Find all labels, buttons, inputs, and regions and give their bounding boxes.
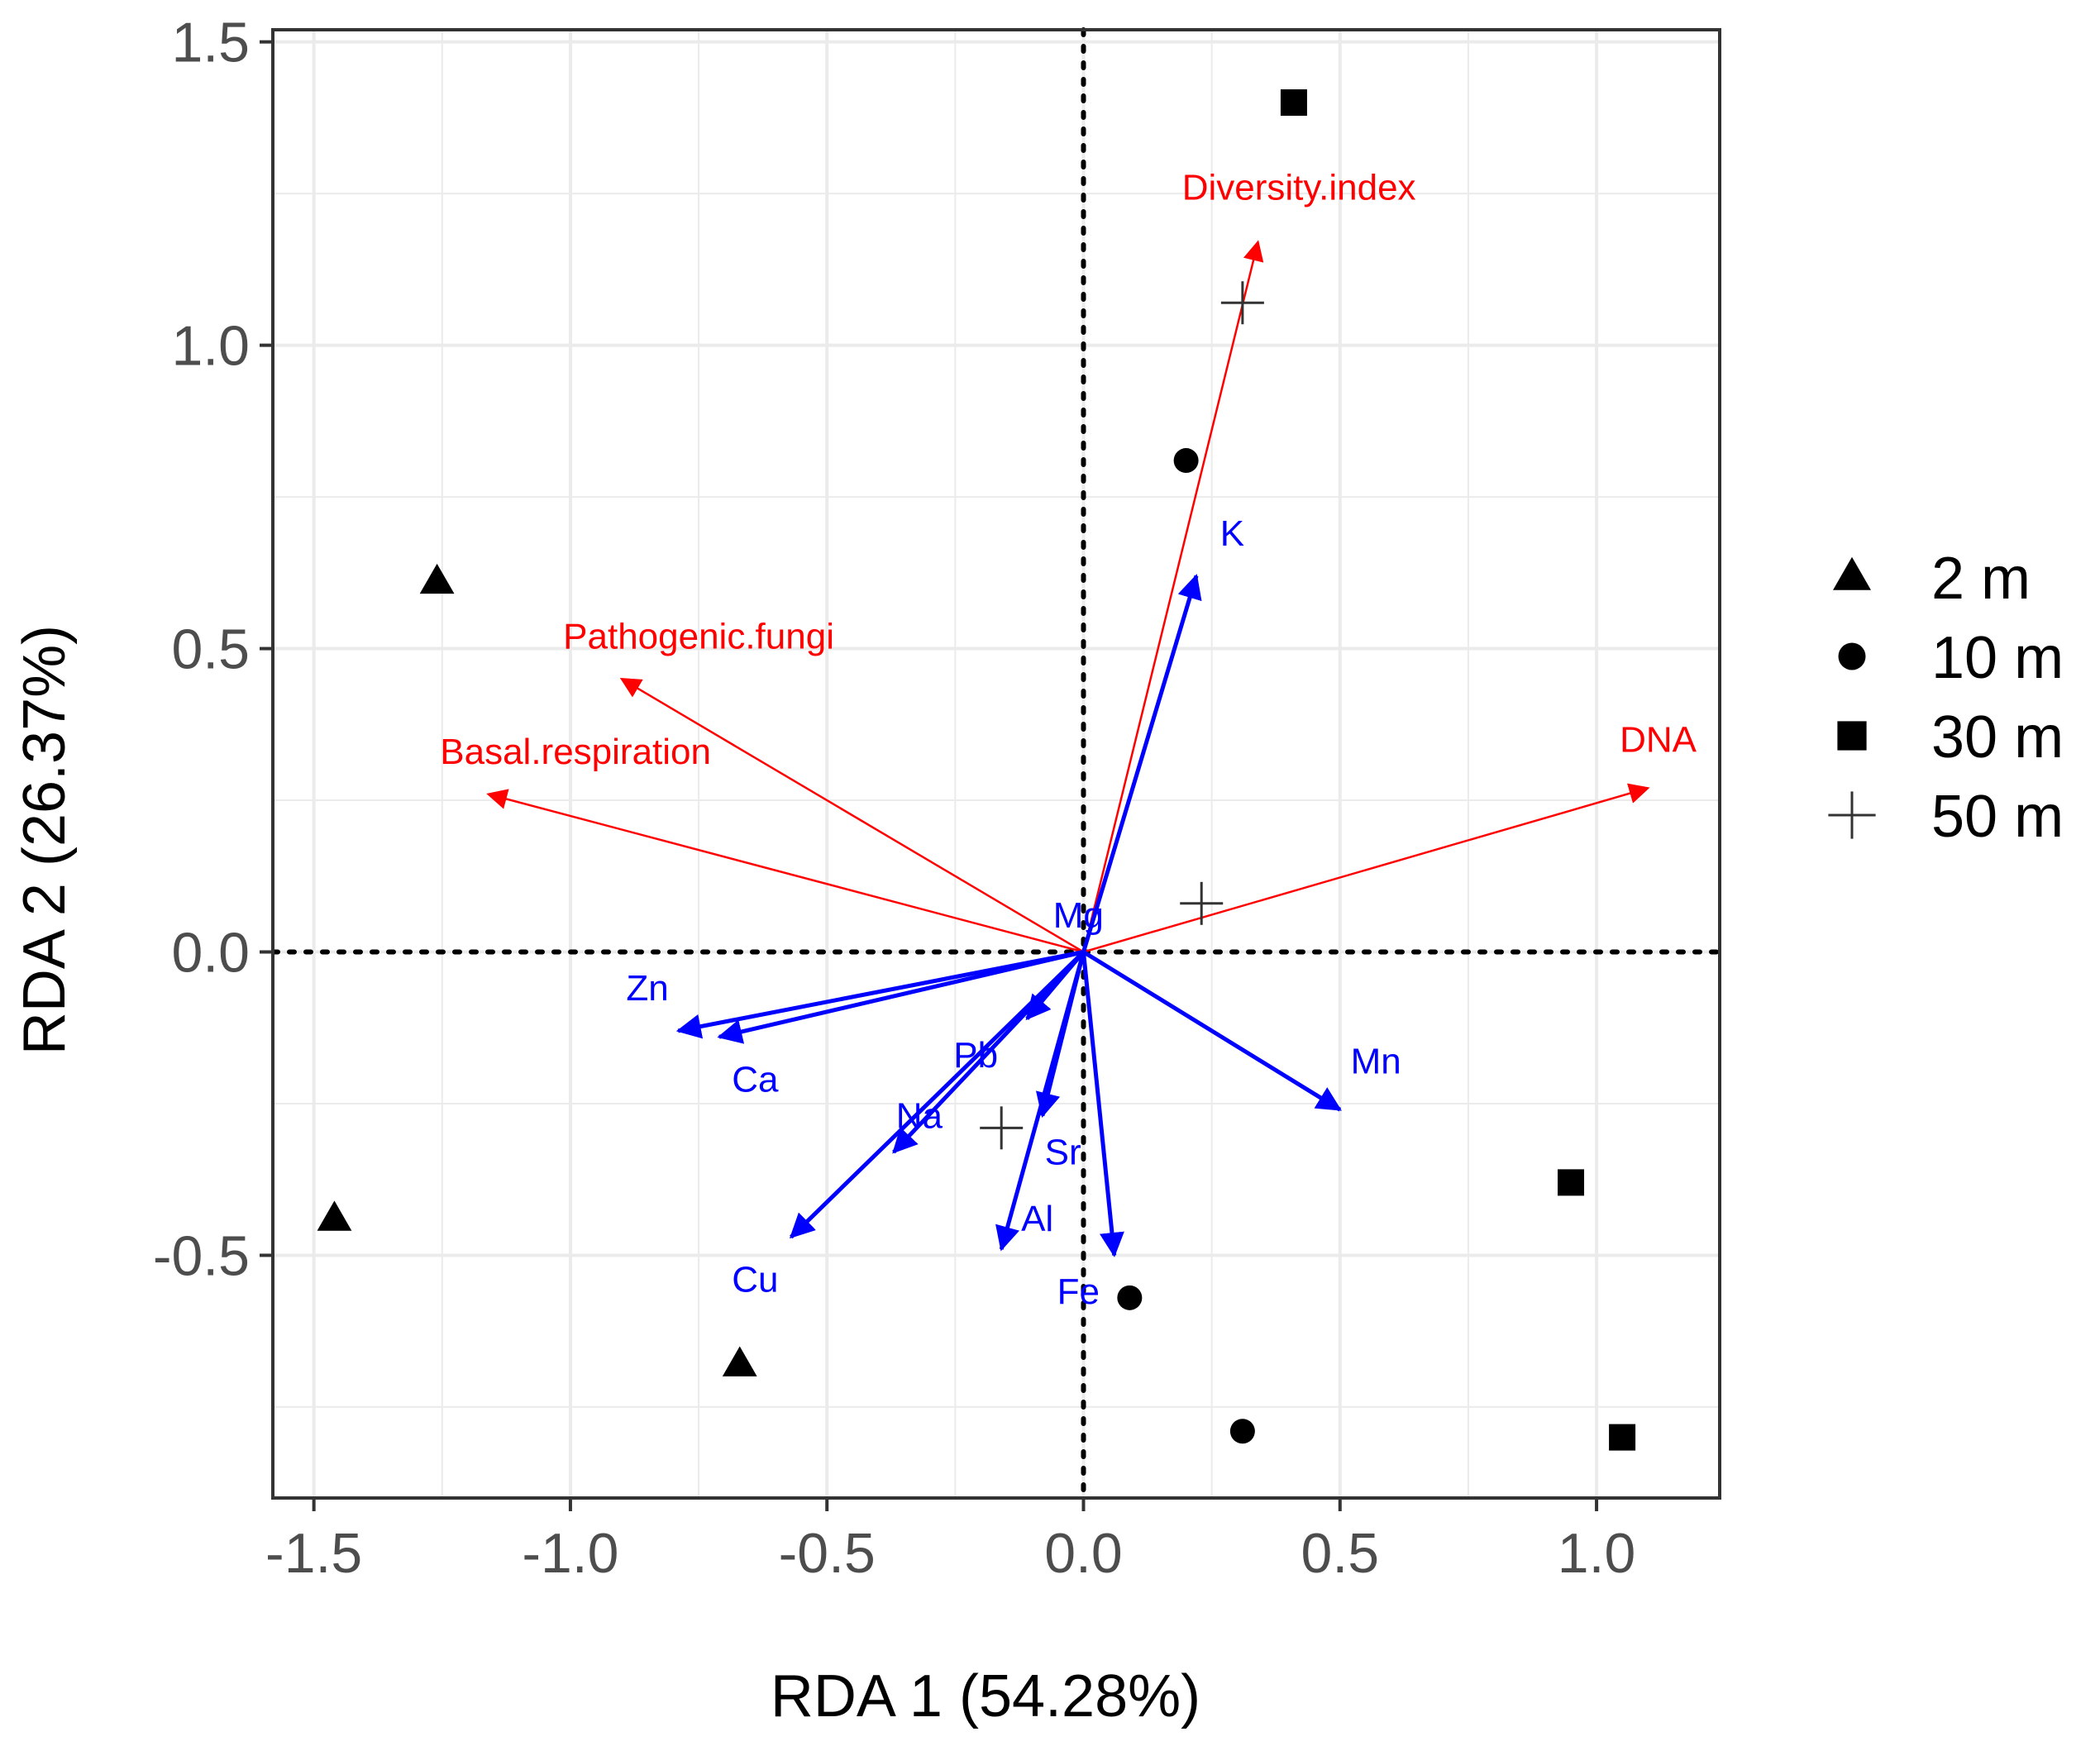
response-vector-label: Diversity.index bbox=[1182, 167, 1416, 208]
point-plus bbox=[1220, 281, 1264, 325]
x-tick-label: -1.0 bbox=[522, 1522, 618, 1585]
point-square bbox=[1280, 89, 1307, 117]
legend-key-circle bbox=[1838, 642, 1866, 670]
axis-ticks: -1.5 -1.0 -0.5 0.0 0.5 1.0 -0.5 0.0 0.5 1.0 1.5 bbox=[153, 12, 1636, 1585]
explanatory-vector-arrow bbox=[1082, 950, 1342, 1112]
point-circle bbox=[1173, 448, 1199, 474]
zero-lines bbox=[270, 27, 1722, 1500]
point-triangle bbox=[317, 1200, 352, 1231]
sample-points bbox=[317, 89, 1636, 1451]
explanatory-vector-arrow bbox=[995, 951, 1086, 1252]
explanatory-vector-label: Sr bbox=[1045, 1132, 1081, 1172]
x-axis-title: RDA 1 (54.28%) bbox=[771, 1663, 1200, 1729]
y-tick-label: -0.5 bbox=[153, 1224, 250, 1287]
point-square bbox=[1558, 1169, 1585, 1196]
x-tick-label: 0.0 bbox=[1044, 1522, 1123, 1585]
explanatory-vector-label: Zn bbox=[626, 968, 668, 1009]
response-vector-label: DNA bbox=[1620, 719, 1697, 760]
response-vector-label: Basal.respiration bbox=[440, 732, 711, 772]
explanatory-vector-arrow bbox=[789, 950, 1086, 1239]
response-vector-arrow bbox=[619, 677, 1085, 953]
explanatory-vector-label: Cu bbox=[732, 1259, 778, 1300]
point-plus bbox=[1180, 881, 1224, 925]
explanatory-vector-label: Al bbox=[1021, 1199, 1053, 1239]
explanatory-vector-arrow bbox=[717, 950, 1085, 1044]
explanatory-vector-label: Fe bbox=[1057, 1271, 1100, 1312]
legend-label: 2 m bbox=[1931, 546, 2031, 612]
legend-key-triangle bbox=[1833, 556, 1871, 590]
point-circle bbox=[1229, 1419, 1255, 1444]
y-axis-title: RDA 2 (26.37%) bbox=[12, 625, 78, 1055]
legend-label: 50 m bbox=[1931, 784, 2064, 850]
explanatory-vector-label: Mn bbox=[1351, 1041, 1401, 1081]
vectors: Diversity.index Pathogenic.fungi Basal.res… bbox=[440, 167, 1697, 1312]
explanatory-vector-arrow bbox=[1081, 574, 1202, 953]
point-plus bbox=[980, 1106, 1024, 1150]
y-tick-label: 0.0 bbox=[171, 922, 250, 985]
legend-label: 10 m bbox=[1931, 625, 2064, 691]
legend-key-square bbox=[1837, 721, 1867, 751]
plot-panel-border bbox=[271, 28, 1721, 1500]
y-tick-label: 1.5 bbox=[171, 12, 250, 74]
point-triangle bbox=[419, 563, 455, 594]
explanatory-vector-arrow bbox=[675, 950, 1084, 1039]
legend: 2 m 10 m 30 m 50 m bbox=[1828, 546, 2064, 850]
explanatory-vector-label: Mg bbox=[1053, 895, 1104, 936]
x-tick-label: 1.0 bbox=[1558, 1522, 1636, 1585]
point-square bbox=[1609, 1424, 1636, 1451]
explanatory-vector-arrow bbox=[1081, 952, 1124, 1257]
explanatory-vector-label: K bbox=[1220, 513, 1244, 554]
response-vector-label: Pathogenic.fungi bbox=[563, 617, 834, 657]
response-vector-arrow bbox=[1083, 783, 1650, 953]
legend-label: 30 m bbox=[1931, 704, 2064, 770]
x-tick-label: -1.5 bbox=[265, 1522, 362, 1585]
legend-key-plus bbox=[1828, 791, 1876, 839]
y-tick-label: 1.0 bbox=[171, 315, 250, 378]
y-tick-label: 0.5 bbox=[171, 618, 250, 681]
response-vector-arrow bbox=[486, 789, 1084, 953]
explanatory-vector-label: Ca bbox=[732, 1059, 779, 1100]
response-vector-arrow bbox=[1082, 240, 1264, 952]
x-tick-label: 0.5 bbox=[1301, 1522, 1380, 1585]
point-triangle bbox=[722, 1346, 757, 1376]
point-circle bbox=[1117, 1285, 1143, 1310]
x-tick-label: -0.5 bbox=[779, 1522, 876, 1585]
